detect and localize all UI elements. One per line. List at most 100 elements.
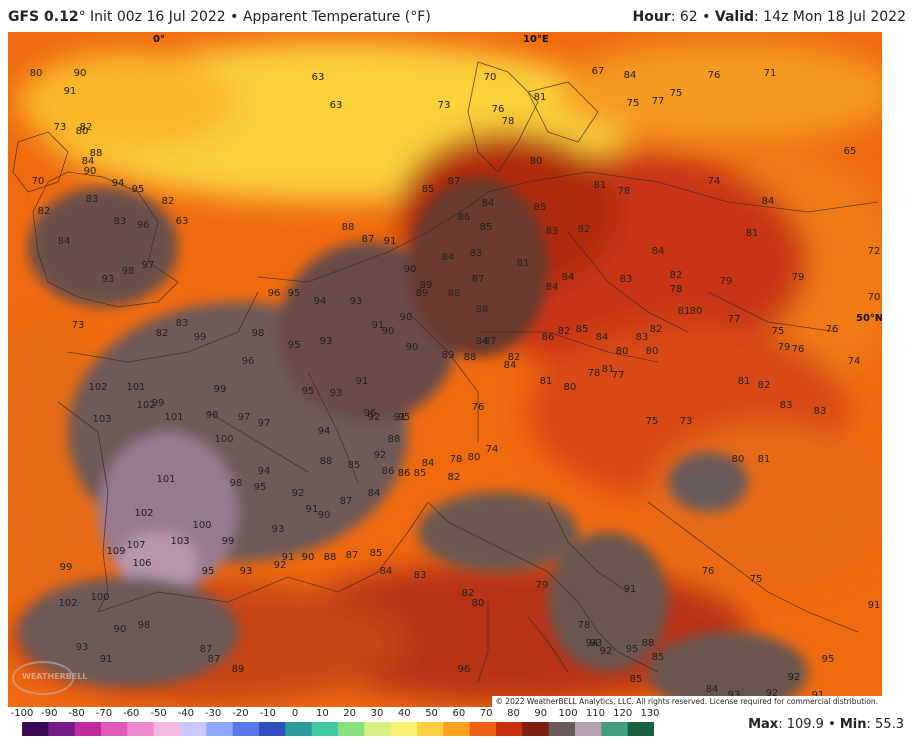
temperature-value-label: 87	[361, 234, 375, 245]
colorbar-tick-label: -60	[123, 708, 140, 719]
colorbar	[22, 722, 654, 736]
temperature-value-label: 84	[761, 196, 775, 207]
map-field	[8, 32, 882, 707]
colorbar-tick-label: -50	[150, 708, 167, 719]
temperature-value-label: 91	[99, 654, 113, 665]
temperature-value-label: 90	[317, 510, 331, 521]
temperature-value-label: 82	[757, 380, 771, 391]
temperature-value-label: 98	[229, 478, 243, 489]
temperature-value-label: 84	[545, 282, 559, 293]
colorbar-tick-label: 130	[640, 708, 660, 719]
temperature-value-label: 96	[241, 356, 255, 367]
temperature-value-label: 83	[113, 216, 127, 227]
temperature-value-label: 89	[415, 288, 429, 299]
temperature-value-label: 73	[71, 320, 85, 331]
temperature-value-label: 87	[447, 176, 461, 187]
temperature-value-label: 74	[485, 444, 499, 455]
colorbar-tick-label: 120	[613, 708, 633, 719]
temperature-value-label: 91	[305, 504, 319, 515]
temperature-value-label: 95	[625, 644, 639, 655]
temperature-value-label: 70	[867, 292, 881, 303]
temperature-value-label: 84	[595, 332, 609, 343]
temperature-value-label: 85	[347, 460, 361, 471]
title-separator: •	[230, 9, 239, 25]
temperature-value-label: 82	[557, 326, 571, 337]
colorbar-tick-label: 100	[558, 708, 578, 719]
temperature-value-label: 98	[137, 620, 151, 631]
degree-mark: °	[78, 9, 86, 25]
temperature-value-label: 82	[447, 472, 461, 483]
temperature-value-label: 90	[405, 342, 419, 353]
colorbar-segment	[469, 722, 497, 736]
temperature-value-label: 70	[31, 176, 45, 187]
temperature-value-label: 84	[503, 360, 517, 371]
valid-separator: •	[702, 9, 711, 25]
colorbar-segment	[311, 722, 339, 736]
temperature-value-label: 93	[589, 638, 603, 649]
colorbar-segment	[338, 722, 365, 736]
colorbar-segment	[601, 722, 629, 736]
temperature-value-label: 92	[291, 488, 305, 499]
temperature-value-label: 90	[403, 264, 417, 275]
colorbar-tick-label: 40	[397, 708, 411, 719]
temperature-value-label: 93	[75, 642, 89, 653]
temperature-value-label: 89	[231, 664, 245, 675]
temperature-value-label: 85	[369, 548, 383, 559]
min-label: Min	[839, 717, 867, 732]
colorbar-segment	[74, 722, 102, 736]
temperature-value-label: 82	[577, 224, 591, 235]
temperature-value-label: 83	[779, 400, 793, 411]
temperature-value-label: 77	[611, 370, 625, 381]
temperature-value-label: 82	[161, 196, 175, 207]
temperature-value-label: 91	[63, 86, 77, 97]
temperature-value-label: 96	[136, 220, 150, 231]
temperature-value-label: 77	[727, 314, 741, 325]
temperature-value-label: 80	[731, 454, 745, 465]
colorbar-segment	[285, 722, 313, 736]
colorbar-tick-label: -80	[68, 708, 85, 719]
colorbar-tick-label: -90	[41, 708, 58, 719]
temperature-value-label: 85	[413, 468, 427, 479]
temperature-value-label: 84	[441, 252, 455, 263]
header: GFS 0.12° Init 00z 16 Jul 2022 • Apparen…	[0, 0, 916, 32]
temperature-value-label: 91	[867, 600, 881, 611]
temperature-value-label: 99	[213, 384, 227, 395]
init-time: Init 00z 16 Jul 2022	[90, 9, 226, 25]
temperature-value-label: 83	[175, 318, 189, 329]
stats-separator: •	[823, 717, 840, 732]
temperature-value-label: 75	[749, 574, 763, 585]
copyright-notice: © 2022 WeatherBELL Analytics, LLC. All r…	[491, 696, 882, 707]
colorbar-tick-label: 80	[507, 708, 520, 719]
colorbar-tick-label: 50	[425, 708, 438, 719]
temperature-value-label: 84	[561, 272, 575, 283]
temperature-value-label: 80	[563, 382, 577, 393]
colorbar-tick-label: 110	[585, 708, 605, 719]
temperature-value-label: 88	[641, 638, 655, 649]
temperature-value-label: 86	[397, 468, 411, 479]
temperature-value-label: 82	[669, 270, 683, 281]
temperature-value-label: 82	[507, 352, 521, 363]
temperature-value-label: 95	[287, 288, 301, 299]
temperature-value-label: 83	[545, 226, 559, 237]
temperature-value-label: 82	[461, 588, 475, 599]
temperature-value-label: 91	[281, 552, 295, 563]
temperature-value-label: 80	[467, 452, 481, 463]
temperature-value-label: 99	[59, 562, 73, 573]
hour-label: Hour	[632, 9, 671, 25]
temperature-value-label: 81	[533, 92, 547, 103]
temperature-value-label: 91	[393, 412, 407, 423]
temperature-value-label: 76	[701, 566, 715, 577]
temperature-value-label: 84	[623, 70, 637, 81]
temperature-value-label: 87	[471, 274, 485, 285]
colorbar-segment	[522, 722, 550, 736]
temperature-value-label: 75	[771, 326, 785, 337]
temperature-value-label: 79	[791, 272, 805, 283]
temperature-value-label: 86	[457, 212, 471, 223]
temperature-value-label: 95	[201, 566, 215, 577]
temperature-value-label: 85	[651, 652, 665, 663]
colorbar-tick-label: 10	[315, 708, 329, 719]
colorbar-tick-label: 20	[343, 708, 357, 719]
temperature-value-label: 88	[341, 222, 355, 233]
temperature-value-label: 65	[843, 146, 857, 157]
temperature-value-label: 91	[623, 584, 637, 595]
